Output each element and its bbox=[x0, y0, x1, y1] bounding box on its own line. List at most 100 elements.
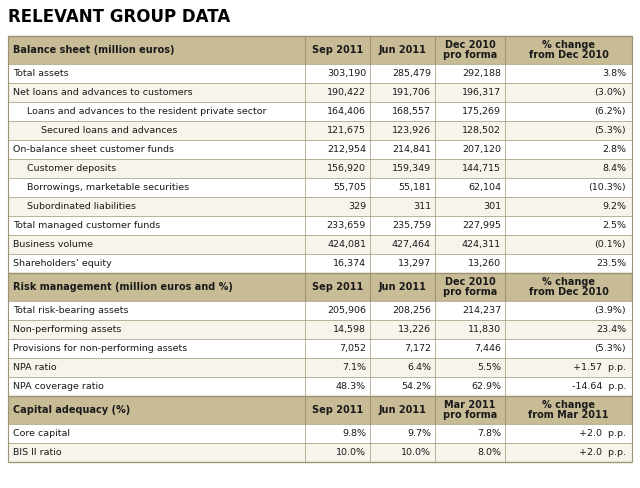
Text: 301: 301 bbox=[483, 202, 501, 211]
Text: 9.2%: 9.2% bbox=[602, 202, 626, 211]
Text: pro forma: pro forma bbox=[443, 287, 497, 297]
Text: 164,406: 164,406 bbox=[327, 107, 366, 116]
Text: 208,256: 208,256 bbox=[392, 306, 431, 315]
Text: 123,926: 123,926 bbox=[392, 126, 431, 135]
Text: Sep 2011: Sep 2011 bbox=[312, 405, 363, 415]
Text: Loans and advances to the resident private sector: Loans and advances to the resident priva… bbox=[27, 107, 266, 116]
Text: 292,188: 292,188 bbox=[462, 69, 501, 78]
Text: NPA ratio: NPA ratio bbox=[13, 363, 56, 372]
Text: 55,705: 55,705 bbox=[333, 183, 366, 192]
Text: 214,841: 214,841 bbox=[392, 145, 431, 154]
Text: 207,120: 207,120 bbox=[462, 145, 501, 154]
Text: 144,715: 144,715 bbox=[462, 164, 501, 173]
Text: Provisions for non-performing assets: Provisions for non-performing assets bbox=[13, 344, 188, 353]
Text: Business volume: Business volume bbox=[13, 240, 93, 249]
Text: 285,479: 285,479 bbox=[392, 69, 431, 78]
Text: BIS II ratio: BIS II ratio bbox=[13, 448, 61, 457]
Text: 55,181: 55,181 bbox=[398, 183, 431, 192]
Text: 212,954: 212,954 bbox=[327, 145, 366, 154]
Bar bbox=[8, 254, 632, 273]
Text: Customer deposits: Customer deposits bbox=[27, 164, 116, 173]
Text: 7,172: 7,172 bbox=[404, 344, 431, 353]
Bar bbox=[8, 102, 632, 121]
Text: Secured loans and advances: Secured loans and advances bbox=[41, 126, 177, 135]
Bar bbox=[8, 339, 632, 358]
Text: 11,830: 11,830 bbox=[468, 325, 501, 334]
Text: pro forma: pro forma bbox=[443, 50, 497, 60]
Bar bbox=[8, 396, 632, 424]
Text: Core capital: Core capital bbox=[13, 429, 70, 438]
Text: 62.9%: 62.9% bbox=[471, 382, 501, 391]
Text: 128,502: 128,502 bbox=[462, 126, 501, 135]
Bar bbox=[8, 377, 632, 396]
Text: 156,920: 156,920 bbox=[327, 164, 366, 173]
Text: 13,297: 13,297 bbox=[398, 259, 431, 268]
Text: 7.8%: 7.8% bbox=[477, 429, 501, 438]
Text: Sep 2011: Sep 2011 bbox=[312, 45, 363, 55]
Bar bbox=[8, 159, 632, 178]
Text: from Dec 2010: from Dec 2010 bbox=[529, 287, 609, 297]
Bar bbox=[8, 216, 632, 235]
Text: 214,237: 214,237 bbox=[462, 306, 501, 315]
Text: +1.57  p.p.: +1.57 p.p. bbox=[573, 363, 626, 372]
Text: 2.5%: 2.5% bbox=[602, 221, 626, 230]
Text: 190,422: 190,422 bbox=[327, 88, 366, 97]
Text: NPA coverage ratio: NPA coverage ratio bbox=[13, 382, 104, 391]
Text: 235,759: 235,759 bbox=[392, 221, 431, 230]
Text: from Dec 2010: from Dec 2010 bbox=[529, 50, 609, 60]
Text: 6.4%: 6.4% bbox=[407, 363, 431, 372]
Text: 329: 329 bbox=[348, 202, 366, 211]
Text: (10.3%): (10.3%) bbox=[588, 183, 626, 192]
Bar bbox=[8, 235, 632, 254]
Text: +2.0  p.p.: +2.0 p.p. bbox=[579, 429, 626, 438]
Text: 3.8%: 3.8% bbox=[602, 69, 626, 78]
Text: (3.9%): (3.9%) bbox=[595, 306, 626, 315]
Bar bbox=[8, 197, 632, 216]
Text: 14,598: 14,598 bbox=[333, 325, 366, 334]
Text: % change: % change bbox=[542, 400, 595, 410]
Text: Jun 2011: Jun 2011 bbox=[379, 282, 426, 292]
Bar bbox=[8, 121, 632, 140]
Text: from Mar 2011: from Mar 2011 bbox=[528, 410, 609, 420]
Bar bbox=[8, 36, 632, 64]
Bar bbox=[8, 140, 632, 159]
Text: 311: 311 bbox=[413, 202, 431, 211]
Bar bbox=[8, 358, 632, 377]
Text: 16,374: 16,374 bbox=[333, 259, 366, 268]
Text: Dec 2010: Dec 2010 bbox=[445, 40, 495, 50]
Text: Dec 2010: Dec 2010 bbox=[445, 277, 495, 287]
Text: 10.0%: 10.0% bbox=[401, 448, 431, 457]
Text: % change: % change bbox=[542, 277, 595, 287]
Bar bbox=[8, 320, 632, 339]
Text: 2.8%: 2.8% bbox=[602, 145, 626, 154]
Text: 13,260: 13,260 bbox=[468, 259, 501, 268]
Text: 48.3%: 48.3% bbox=[336, 382, 366, 391]
Text: Balance sheet (million euros): Balance sheet (million euros) bbox=[13, 45, 175, 55]
Bar bbox=[8, 301, 632, 320]
Text: (5.3%): (5.3%) bbox=[595, 126, 626, 135]
Text: Total risk-bearing assets: Total risk-bearing assets bbox=[13, 306, 129, 315]
Text: % change: % change bbox=[542, 40, 595, 50]
Text: (3.0%): (3.0%) bbox=[595, 88, 626, 97]
Bar bbox=[8, 424, 632, 443]
Text: Borrowings, marketable securities: Borrowings, marketable securities bbox=[27, 183, 189, 192]
Bar bbox=[8, 443, 632, 462]
Text: 175,269: 175,269 bbox=[462, 107, 501, 116]
Text: 121,675: 121,675 bbox=[327, 126, 366, 135]
Text: 8.4%: 8.4% bbox=[602, 164, 626, 173]
Text: 159,349: 159,349 bbox=[392, 164, 431, 173]
Text: 9.8%: 9.8% bbox=[342, 429, 366, 438]
Text: Sep 2011: Sep 2011 bbox=[312, 282, 363, 292]
Text: 7.1%: 7.1% bbox=[342, 363, 366, 372]
Text: pro forma: pro forma bbox=[443, 410, 497, 420]
Text: Total assets: Total assets bbox=[13, 69, 68, 78]
Text: (6.2%): (6.2%) bbox=[595, 107, 626, 116]
Text: Total managed customer funds: Total managed customer funds bbox=[13, 221, 160, 230]
Bar bbox=[8, 64, 632, 83]
Text: 10.0%: 10.0% bbox=[336, 448, 366, 457]
Text: 8.0%: 8.0% bbox=[477, 448, 501, 457]
Bar bbox=[8, 273, 632, 301]
Bar bbox=[8, 83, 632, 102]
Text: 7,446: 7,446 bbox=[474, 344, 501, 353]
Text: Jun 2011: Jun 2011 bbox=[379, 45, 426, 55]
